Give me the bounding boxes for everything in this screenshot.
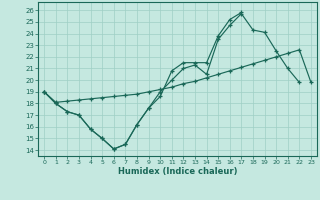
X-axis label: Humidex (Indice chaleur): Humidex (Indice chaleur) xyxy=(118,167,237,176)
